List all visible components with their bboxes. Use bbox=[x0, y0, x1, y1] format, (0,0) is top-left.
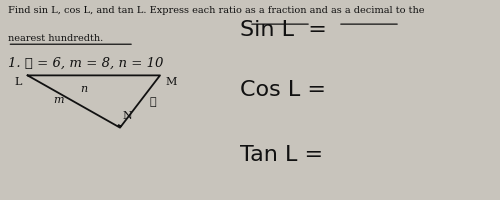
Text: L: L bbox=[14, 77, 22, 87]
Text: M: M bbox=[165, 77, 176, 87]
Text: ℓ: ℓ bbox=[149, 97, 156, 107]
Text: Find sin L, cos L, and tan L. Express each ratio as a fraction and as a decimal : Find sin L, cos L, and tan L. Express ea… bbox=[8, 6, 424, 15]
Text: Tan L =: Tan L = bbox=[240, 144, 323, 164]
Text: Cos L =: Cos L = bbox=[240, 80, 326, 100]
Text: 1. ℓ = 6, m = 8, n = 10: 1. ℓ = 6, m = 8, n = 10 bbox=[8, 56, 163, 69]
Text: n: n bbox=[80, 84, 88, 94]
Text: N: N bbox=[122, 110, 132, 120]
Text: Sin L  =: Sin L = bbox=[240, 20, 327, 40]
Text: m: m bbox=[53, 95, 64, 105]
Text: nearest hundredth.: nearest hundredth. bbox=[8, 34, 103, 43]
